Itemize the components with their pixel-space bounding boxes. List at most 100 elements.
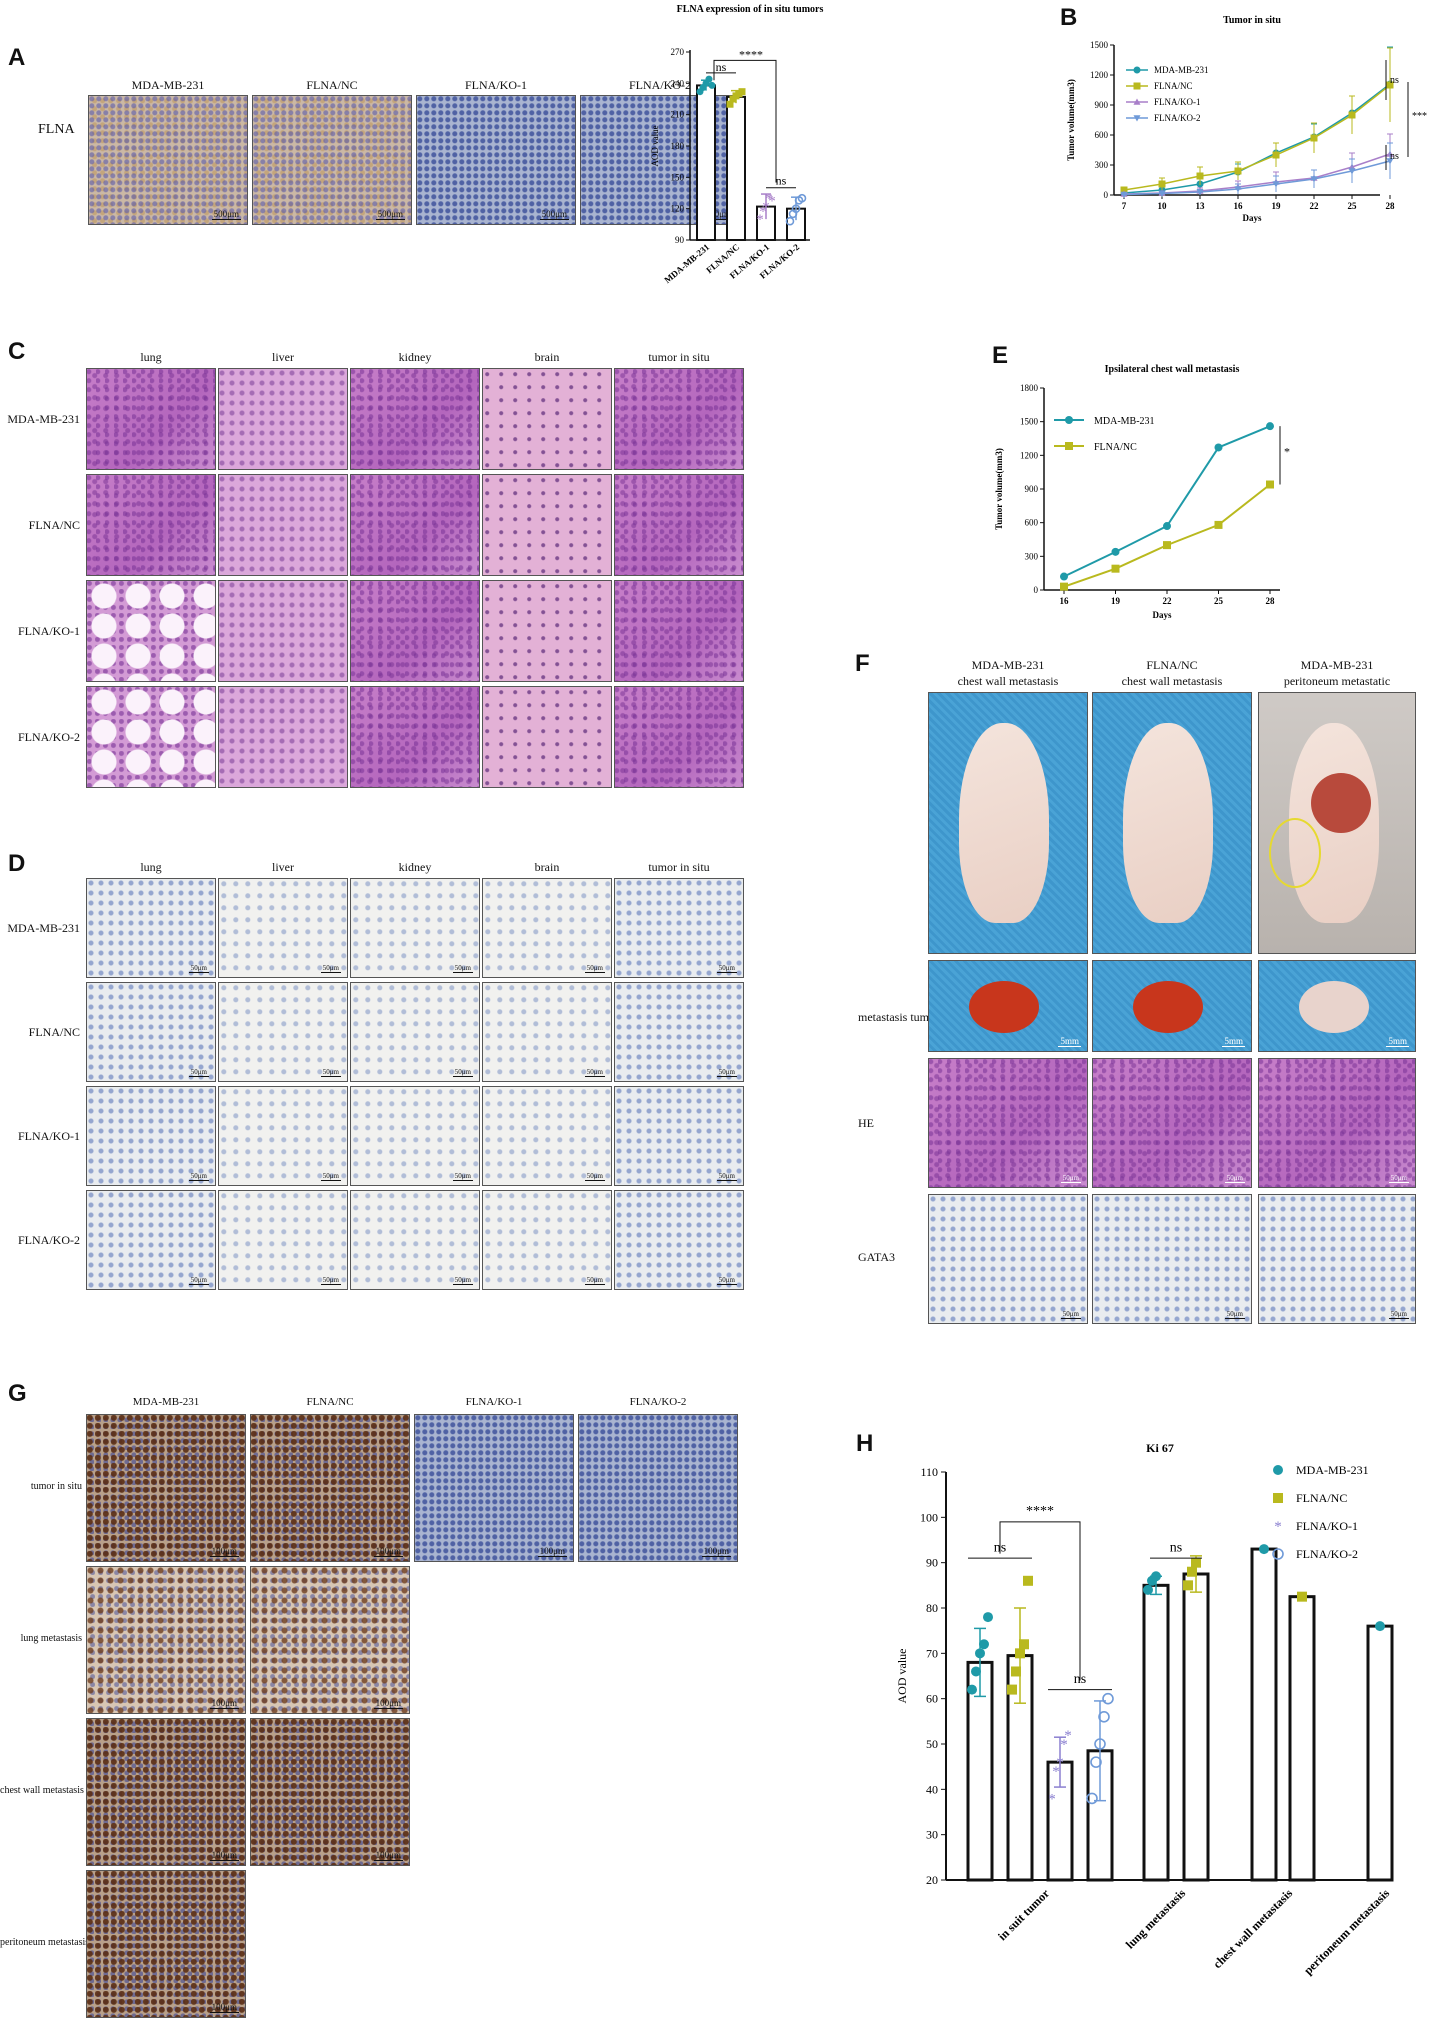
data-point	[1297, 1591, 1307, 1602]
data-point	[983, 1612, 993, 1623]
chart-title: Ipsilateral chest wall metastasis	[1105, 364, 1240, 375]
panelF-gata3-micrograph: 50μm	[1092, 1194, 1252, 1324]
legend-label: FLNA/NC	[1296, 1491, 1347, 1505]
legend-marker	[1272, 1548, 1284, 1560]
legend-marker	[1065, 416, 1073, 424]
panel-letter-d: D	[8, 850, 26, 877]
scale-bar: 50μm	[188, 1172, 209, 1181]
legend-label: FLNA/NC	[1094, 442, 1137, 453]
panelG-micrograph: 100μm	[250, 1566, 410, 1714]
panelE-line-chart: Ipsilateral chest wall metastasis 0 300 600…	[994, 364, 1290, 620]
y-axis-label: AOD value	[895, 1649, 909, 1704]
x-tick-label: 19	[1272, 201, 1282, 211]
y-tick-label: 600	[1025, 518, 1039, 528]
data-point	[971, 1666, 981, 1677]
y-axis-label: Tumor volume(mm3)	[1066, 79, 1076, 161]
panelC-micrograph	[614, 686, 744, 788]
panelG-row-label: lung metastasis	[20, 1633, 82, 1644]
panelF-col-subtitle: peritoneum metastatic	[1283, 674, 1391, 688]
legend-label: MDA-MB-231	[1296, 1463, 1369, 1477]
scale-bar: 50μm	[188, 1276, 209, 1285]
y-tick-label: 300	[1025, 551, 1039, 561]
scale-bar: 50μm	[1224, 1310, 1245, 1319]
panelF-he-micrograph: 50μm	[1258, 1058, 1416, 1188]
panelF-col-title: FLNA/NC	[1146, 658, 1198, 672]
y-tick-label: 120	[671, 204, 685, 214]
scale-bar: 50μm	[1388, 1310, 1409, 1319]
data-point	[1120, 186, 1128, 194]
panelG-row-label: peritoneum metastasis	[0, 1937, 90, 1948]
data-point	[1214, 443, 1223, 452]
bracket	[999, 1521, 1081, 1681]
panelC-micrograph	[218, 686, 348, 788]
y-tick-label: 50	[926, 1737, 938, 1751]
legend-marker	[1133, 98, 1141, 105]
scale-bar: 5mm	[1222, 1036, 1245, 1047]
data-point	[1151, 1571, 1161, 1582]
data-point	[1310, 134, 1318, 142]
series-line	[1123, 84, 1391, 191]
data-point	[1023, 1575, 1033, 1586]
bar	[696, 84, 716, 241]
legend-label: FLNA/KO-1	[1154, 97, 1201, 107]
panelF-mouse-photo	[1258, 692, 1416, 954]
data-point	[1111, 564, 1120, 573]
data-point: *	[756, 212, 764, 228]
scale-bar: 100μm	[373, 1850, 403, 1861]
scale-bar: 5mm	[1386, 1036, 1409, 1047]
y-tick-label: 1200	[1090, 70, 1109, 80]
legend-marker	[1065, 442, 1073, 450]
panelF-row-label: GATA3	[858, 1250, 896, 1264]
panelG-col-label: MDA-MB-231	[132, 1396, 200, 1408]
panelD-row-label: MDA-MB-231	[7, 921, 80, 935]
bracket	[713, 59, 777, 183]
bar	[1182, 1572, 1210, 1882]
annotation: ns	[1170, 1540, 1182, 1555]
panelD-micrograph: 50μm	[218, 1190, 348, 1290]
scale-bar: 50μm	[1060, 1174, 1081, 1183]
panel-letter-f: F	[855, 650, 870, 677]
panelF-mouse-photo	[928, 692, 1088, 954]
scale-bar: 50μm	[320, 1276, 341, 1285]
panelC-micrograph	[218, 474, 348, 576]
panelF-tumor-photo: 5mm	[1258, 960, 1416, 1052]
panelC-row-label: FLNA/KO-1	[18, 624, 80, 638]
x-tick-label: 25	[1214, 596, 1224, 606]
scale-bar: 50μm	[584, 964, 605, 973]
panelC-micrograph	[218, 368, 348, 470]
data-point	[705, 75, 713, 83]
data-point	[1259, 1544, 1269, 1555]
panelD-col-label: kidney	[398, 860, 432, 874]
scale-bar: 50μm	[716, 1276, 737, 1285]
panelG-micrograph: 100μm	[86, 1566, 246, 1714]
data-point	[1234, 186, 1242, 193]
panelB-line-chart: Tumor in situ 0 300 600 900 1200 1500 7 10 13 16 19…	[1066, 15, 1427, 223]
scale-bar: 500μm	[703, 209, 733, 220]
panel-letter-h: H	[856, 1430, 874, 1457]
x-tick-label: in suit tumor	[995, 1886, 1053, 1944]
data-point: *	[1060, 1737, 1068, 1753]
panelF-col-title: MDA-MB-231	[971, 658, 1045, 672]
data-point	[1090, 1756, 1102, 1768]
data-point	[1163, 541, 1171, 550]
legend-label: FLNA/KO-2	[1154, 113, 1201, 123]
annotation: ns	[776, 174, 787, 188]
panelC-micrograph	[86, 686, 216, 788]
data-point	[1191, 1557, 1201, 1568]
y-tick-label: 80	[926, 1601, 938, 1615]
panel-letter-a: A	[8, 44, 26, 71]
panelD-micrograph: 50μm	[218, 982, 348, 1082]
scale-bar: 50μm	[1060, 1310, 1081, 1319]
panelF-tumor-photo: 5mm	[1092, 960, 1252, 1052]
data-point	[1187, 1566, 1197, 1577]
data-point	[967, 1684, 977, 1695]
panelA-col-label: FLNA/KO-2	[629, 78, 691, 92]
panelC-micrograph	[218, 580, 348, 682]
data-point	[1060, 572, 1068, 581]
panelC-micrograph	[614, 580, 744, 682]
panelC-row-label: MDA-MB-231	[7, 412, 80, 426]
scale-bar: 100μm	[209, 2002, 239, 2013]
panelA-col-label: FLNA/NC	[306, 78, 358, 92]
panelG-micrograph: 100μm	[86, 1414, 246, 1562]
panelA-micrograph: 500μm	[88, 95, 248, 225]
